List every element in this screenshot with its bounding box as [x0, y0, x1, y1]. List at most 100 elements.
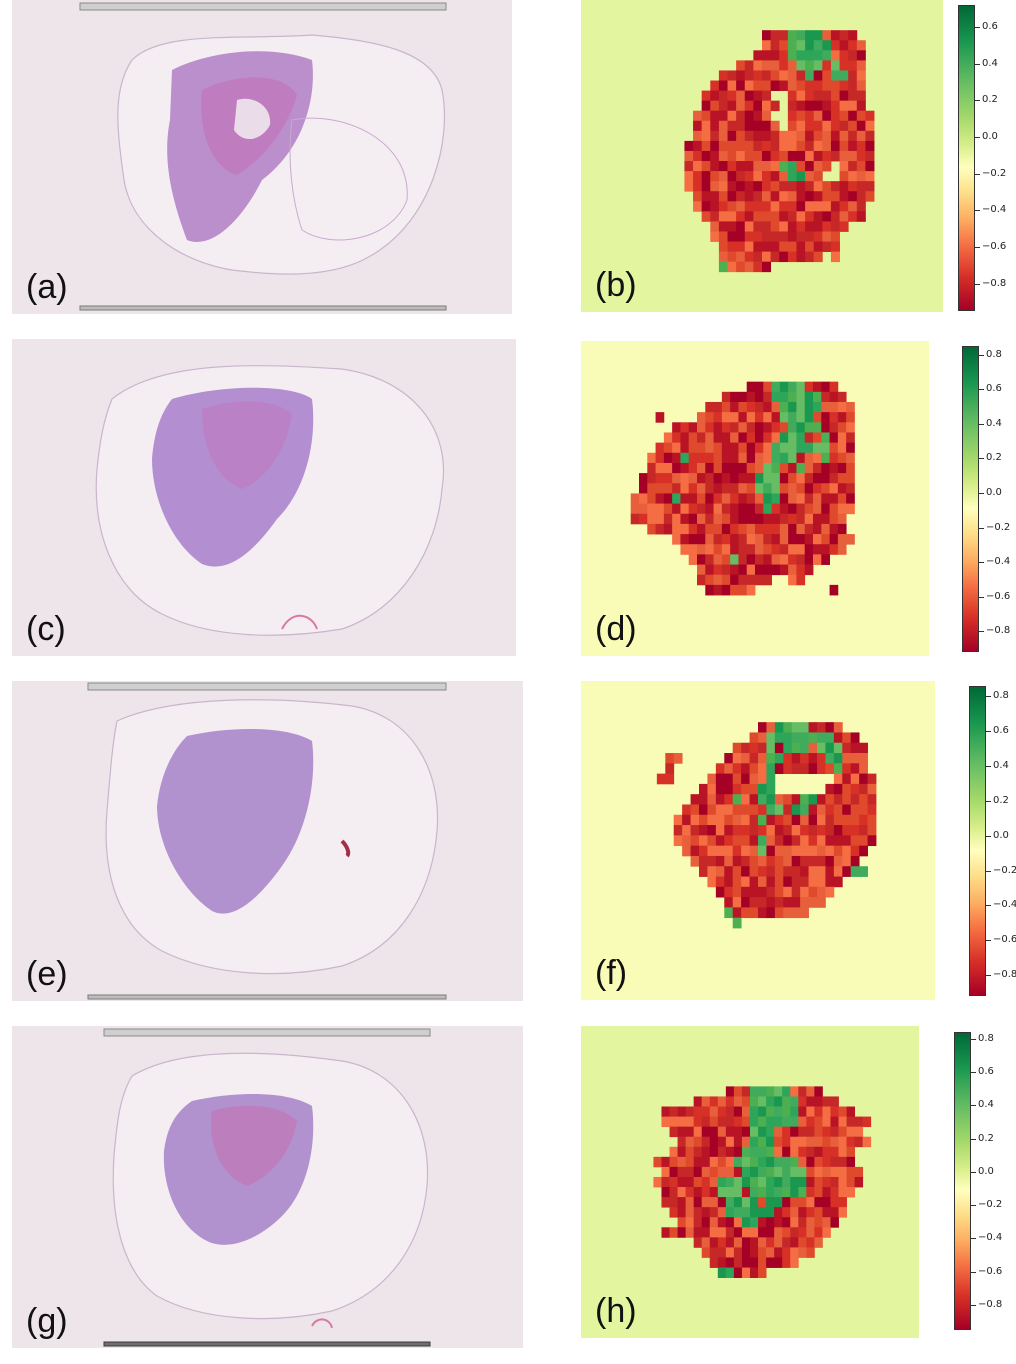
heatmap-cell-negative: [699, 866, 708, 877]
heatmap-cell-positive: [783, 732, 793, 744]
heatmap-cell-negative: [763, 391, 772, 403]
heatmap-cell-negative: [717, 1197, 727, 1208]
heatmap-cell-negative: [710, 221, 720, 232]
heatmap-cell-negative: [741, 1116, 751, 1128]
heatmap-cell-negative: [710, 171, 720, 182]
heatmap-cell-negative: [749, 804, 759, 816]
heatmap-cell-negative: [829, 534, 839, 545]
heatmap-cell-negative: [707, 804, 717, 816]
heatmap-cell-negative: [804, 544, 814, 555]
heatmap-cell-negative: [680, 462, 690, 474]
heatmap-cell-negative: [865, 130, 875, 142]
heatmap-cell-negative: [813, 130, 823, 142]
heatmap-cell-negative: [791, 866, 801, 877]
heatmap-cell-negative: [806, 1217, 815, 1228]
colorbar-tick: [979, 389, 984, 391]
heatmap-cell-negative: [693, 1217, 703, 1228]
heatmap-cell-negative: [732, 804, 742, 816]
heatmap-cell-negative: [730, 584, 739, 596]
heatmap-cell-negative: [821, 534, 830, 545]
heatmap-cell-negative: [839, 201, 849, 212]
heatmap-cell-negative: [846, 1146, 856, 1158]
heatmap-cell-negative: [655, 452, 665, 464]
colorbar-tick: [975, 246, 980, 248]
heatmap-cell-positive: [817, 742, 826, 754]
heatmap-cell-negative: [825, 835, 835, 847]
heatmap-cell-negative: [813, 201, 823, 212]
heatmap-cell-negative: [672, 513, 681, 525]
heatmap-cell-positive: [718, 261, 728, 273]
colorbar-tick-label: −0.4: [978, 1232, 1003, 1244]
colorbar-tick-label: 0.0: [982, 130, 998, 142]
heatmap-cell-negative: [782, 1237, 791, 1248]
heatmap-cell-negative: [685, 1116, 695, 1128]
heatmap-cell-positive: [796, 171, 806, 182]
heatmap-cell-negative: [805, 140, 815, 152]
heatmap-cell-negative: [680, 544, 690, 555]
heatmap-cell-positive: [774, 1176, 783, 1188]
heatmap-cell-negative: [717, 1247, 727, 1258]
heatmap-cell-negative: [718, 150, 728, 162]
heatmap-cell-negative: [770, 30, 780, 41]
heatmap-cell-negative: [738, 391, 748, 403]
heatmap-cell-negative: [688, 442, 698, 454]
heatmap-cell-negative: [829, 381, 839, 393]
heatmap-cell-negative: [733, 1217, 743, 1228]
heatmap-cell-negative: [766, 866, 776, 877]
heatmap-cell-negative: [796, 251, 806, 263]
heatmap-cell-negative: [690, 825, 700, 836]
heatmap-cell-negative: [672, 442, 681, 454]
heatmap-cell-negative: [701, 1176, 711, 1188]
heatmap-cell-positive: [758, 783, 767, 795]
heatmap-cell-negative: [806, 1237, 815, 1248]
heatmap-cell-negative: [842, 866, 852, 877]
heatmap-cell-negative: [779, 140, 789, 152]
heatmap-cell-negative: [732, 845, 742, 857]
heatmap-cell-negative: [783, 907, 793, 919]
heatmap-cell-negative: [813, 473, 822, 484]
heatmap-cell-negative: [762, 261, 772, 273]
heatmap-cell-positive: [782, 1096, 791, 1107]
heatmap-cell-positive: [788, 422, 797, 433]
slide-panel-e: (e): [12, 681, 523, 1001]
heatmap-cell-negative: [753, 80, 763, 91]
heatmap-cell-positive: [758, 835, 767, 847]
heatmap-cell-positive: [741, 1166, 751, 1178]
heatmap-cell-negative: [727, 241, 737, 253]
heatmap-cell-negative: [744, 161, 754, 172]
heatmap-cell-negative: [758, 1237, 767, 1248]
heatmap-cell-negative: [821, 513, 830, 525]
heatmap-cell-negative: [661, 1176, 670, 1188]
heatmap-cell-negative: [779, 251, 789, 263]
heatmap-cell-negative: [813, 221, 823, 232]
heatmap-cell-negative: [725, 1237, 735, 1248]
heatmap-cell-negative: [830, 50, 840, 61]
heatmap-cell-negative: [830, 1116, 839, 1128]
heatmap-cell-positive: [774, 753, 784, 764]
heatmap-cell-positive: [763, 503, 772, 515]
heatmap-cell-negative: [842, 814, 852, 826]
heatmap-cell-negative: [710, 150, 720, 162]
heatmap-cell-negative: [718, 191, 728, 202]
heatmap-cell-negative: [685, 1126, 695, 1138]
heatmap-cell-negative: [688, 422, 698, 433]
heatmap-cell-positive: [787, 161, 797, 172]
heatmap-cell-negative: [758, 1217, 767, 1228]
tissue-slide-image: [12, 681, 523, 1001]
importance-heatmap: [581, 1026, 919, 1338]
colorbar-tick: [986, 800, 991, 802]
heatmap-cell-negative: [787, 251, 797, 263]
heatmap-cell-positive: [755, 473, 764, 484]
heatmap-cell-negative: [673, 814, 683, 826]
heatmap-cell-positive: [758, 1166, 767, 1178]
heatmap-cell-negative: [814, 1166, 823, 1178]
heatmap-cell-positive: [790, 1096, 799, 1107]
heatmap-cell-positive: [800, 732, 809, 744]
heatmap-cell-positive: [758, 1176, 767, 1188]
heatmap-cell-positive: [779, 452, 789, 464]
heatmap-cell-positive: [774, 1187, 783, 1198]
heatmap-cell-negative: [685, 1197, 695, 1208]
heatmap-cell-negative: [738, 503, 748, 515]
heatmap-cell-negative: [672, 422, 681, 433]
colorbar-tick: [979, 631, 984, 633]
